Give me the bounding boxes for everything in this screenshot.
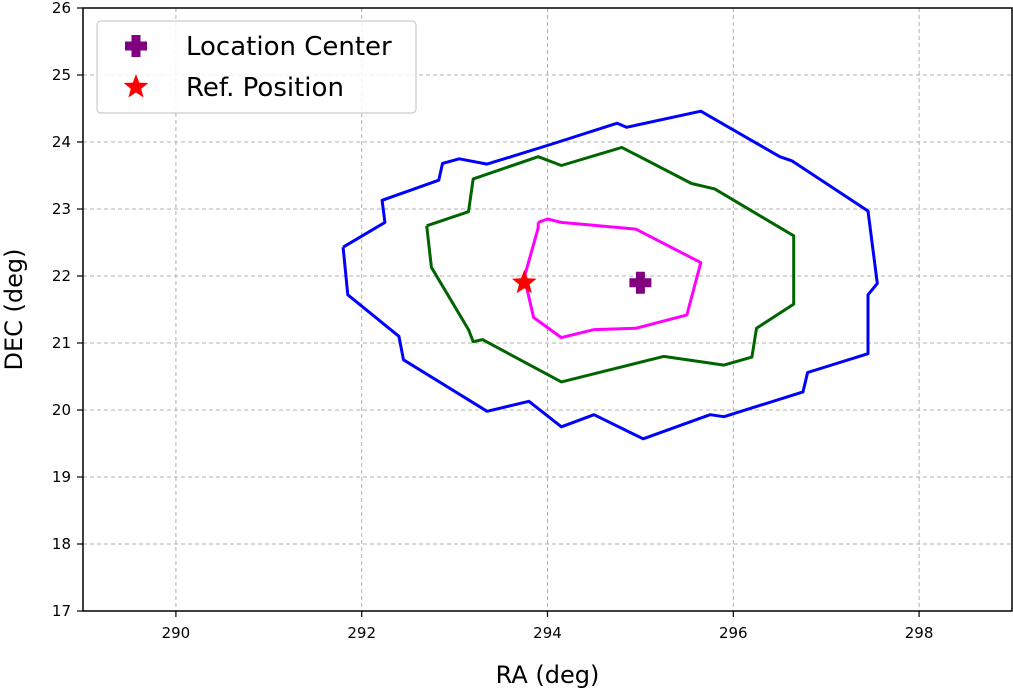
legend-label: Location Center [186, 32, 392, 62]
confidence-contours [341, 109, 879, 441]
location-center-marker [629, 271, 652, 294]
data-markers [511, 269, 652, 294]
y-tick-label: 20 [52, 401, 71, 419]
y-tick-label: 25 [52, 66, 71, 84]
legend-plus-icon [125, 35, 147, 57]
y-axis-label: DEC (deg) [0, 249, 28, 371]
y-tick-label: 23 [52, 200, 71, 218]
y-tick-label: 22 [52, 267, 71, 285]
y-tick-label: 21 [52, 334, 71, 352]
x-tick-label: 296 [719, 624, 748, 642]
x-tick-label: 292 [347, 624, 376, 642]
contour-line [522, 217, 703, 340]
y-tick-label: 19 [52, 468, 71, 486]
y-tick-label: 17 [52, 602, 71, 620]
x-axis-label: RA (deg) [496, 661, 600, 689]
y-tick-label: 26 [52, 0, 71, 17]
legend: Location Center Ref. Position [96, 20, 417, 114]
legend-box [96, 20, 417, 114]
contour-line [425, 145, 796, 384]
legend-star-icon [123, 74, 149, 98]
x-tick-label: 294 [533, 624, 562, 642]
y-tick-label: 24 [52, 133, 71, 151]
x-axis-ticks: 290 292 294 296 298 [162, 611, 934, 642]
x-tick-label: 290 [162, 624, 191, 642]
x-tick-label: 298 [905, 624, 934, 642]
legend-label: Ref. Position [186, 73, 344, 103]
y-tick-label: 18 [52, 535, 71, 553]
contour-line [341, 109, 879, 441]
y-axis-ticks: 17 18 19 20 21 22 23 24 25 26 [52, 0, 83, 620]
ref-position-marker [511, 269, 537, 294]
